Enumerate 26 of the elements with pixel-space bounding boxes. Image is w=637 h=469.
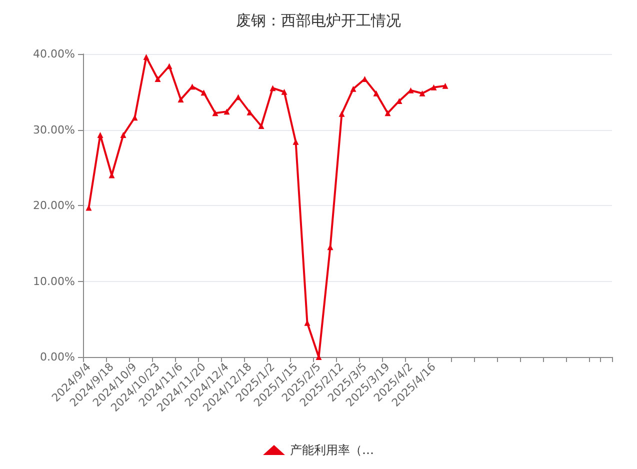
point: [224, 108, 230, 115]
point: [200, 90, 207, 96]
point: [338, 110, 345, 117]
point: [419, 90, 426, 96]
point: [178, 96, 184, 102]
point: [235, 94, 242, 100]
point: [97, 132, 104, 138]
chart-title: 废钢：西部电炉开工情况: [236, 12, 401, 30]
point: [430, 84, 437, 90]
point: [212, 110, 218, 116]
y-tick-label: 30.00%: [33, 123, 75, 136]
point: [350, 86, 356, 92]
point: [442, 82, 448, 89]
point: [384, 110, 391, 116]
legend-label: 产能利用率（…: [290, 443, 374, 457]
y-tick-label: 20.00%: [33, 199, 75, 212]
point: [281, 88, 288, 95]
y-tick-label: 0.00%: [40, 350, 75, 364]
point: [154, 76, 161, 82]
point: [270, 85, 276, 92]
point: [143, 54, 150, 60]
y-tick-label: 10.00%: [33, 274, 75, 288]
point: [132, 114, 138, 121]
y-tick-label: 40.00%: [33, 48, 75, 60]
point: [120, 132, 126, 138]
point: [373, 90, 380, 96]
